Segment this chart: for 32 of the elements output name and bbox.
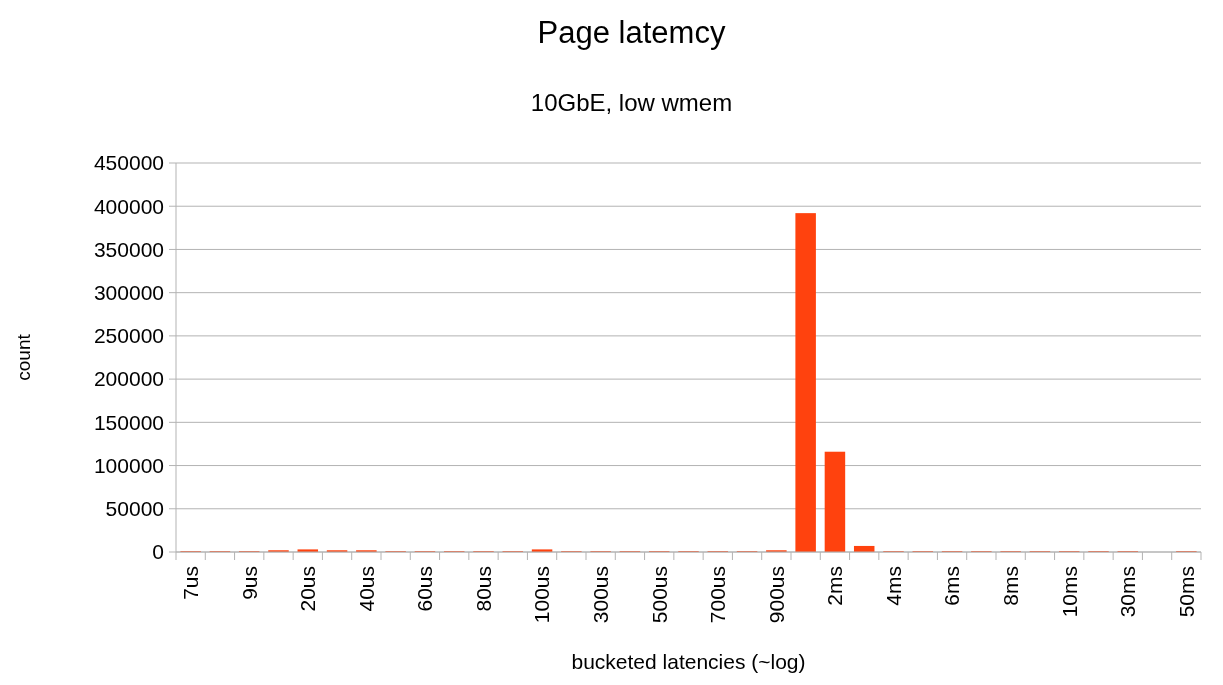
y-tick-label: 50000 [105,497,164,521]
x-tick-label: 4ms [881,566,905,606]
x-tick-label: 9us [237,566,261,600]
chart-title: Page latemcy [537,15,726,50]
y-tick-label: 300000 [93,281,164,305]
x-tick-label: 6ms [940,566,964,606]
x-tick-label: 100us [530,566,554,624]
y-tick-label: 350000 [93,237,164,261]
x-tick-label: 80us [471,566,495,612]
x-tick-label: 30ms [1116,566,1140,618]
x-tick-label: 700us [706,566,730,624]
y-tick-label: 150000 [93,410,164,434]
x-tick-label: 50ms [1174,566,1198,618]
x-tick-label: 900us [764,566,788,624]
y-axis-title: count [13,333,34,381]
y-tick-label: 200000 [93,367,164,391]
x-tick-label: 10ms [1057,566,1081,618]
x-tick-label: 20us [296,566,320,612]
x-tick-label: 8ms [998,566,1022,606]
y-tick-label: 450000 [93,151,164,175]
y-tick-label: 100000 [93,453,164,477]
y-tick-label: 250000 [93,324,164,348]
x-tick-label: 300us [588,566,612,624]
x-tick-label: 2ms [823,566,847,606]
x-tick-label: 60us [413,566,437,612]
y-tick-label: 400000 [93,194,164,218]
x-tick-label: 7us [178,566,202,600]
x-axis-title: bucketed latencies (~log) [571,650,806,673]
chart-subtitle: 10GbE, low wmem [530,89,733,116]
x-tick-label: 500us [647,566,671,624]
x-tick-label: 40us [354,566,378,612]
y-tick-label: 0 [152,540,164,564]
